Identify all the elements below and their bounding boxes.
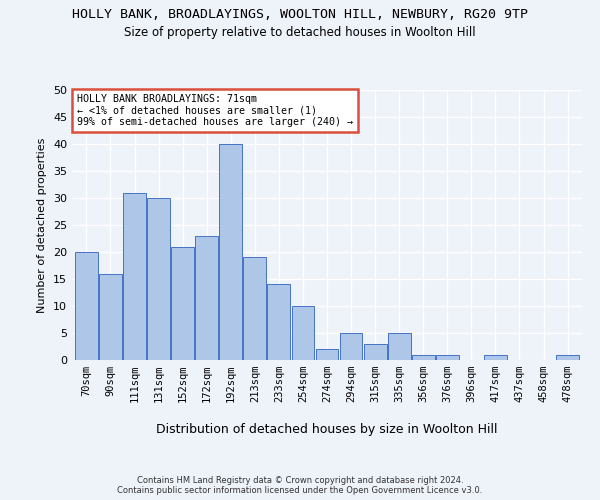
Y-axis label: Number of detached properties: Number of detached properties bbox=[37, 138, 47, 312]
Text: Contains HM Land Registry data © Crown copyright and database right 2024.
Contai: Contains HM Land Registry data © Crown c… bbox=[118, 476, 482, 495]
Text: Distribution of detached houses by size in Woolton Hill: Distribution of detached houses by size … bbox=[156, 422, 498, 436]
Bar bbox=[292, 306, 314, 360]
Bar bbox=[244, 258, 266, 360]
Bar bbox=[171, 246, 194, 360]
Bar bbox=[436, 354, 459, 360]
Bar bbox=[340, 333, 362, 360]
Bar bbox=[484, 354, 507, 360]
Bar bbox=[195, 236, 218, 360]
Bar bbox=[316, 349, 338, 360]
Bar bbox=[123, 192, 146, 360]
Bar bbox=[268, 284, 290, 360]
Bar bbox=[412, 354, 434, 360]
Bar bbox=[364, 344, 386, 360]
Bar bbox=[388, 333, 410, 360]
Bar bbox=[220, 144, 242, 360]
Bar bbox=[99, 274, 122, 360]
Bar bbox=[556, 354, 579, 360]
Text: HOLLY BANK, BROADLAYINGS, WOOLTON HILL, NEWBURY, RG20 9TP: HOLLY BANK, BROADLAYINGS, WOOLTON HILL, … bbox=[72, 8, 528, 20]
Bar bbox=[147, 198, 170, 360]
Bar bbox=[75, 252, 98, 360]
Text: Size of property relative to detached houses in Woolton Hill: Size of property relative to detached ho… bbox=[124, 26, 476, 39]
Text: HOLLY BANK BROADLAYINGS: 71sqm
← <1% of detached houses are smaller (1)
99% of s: HOLLY BANK BROADLAYINGS: 71sqm ← <1% of … bbox=[77, 94, 353, 127]
